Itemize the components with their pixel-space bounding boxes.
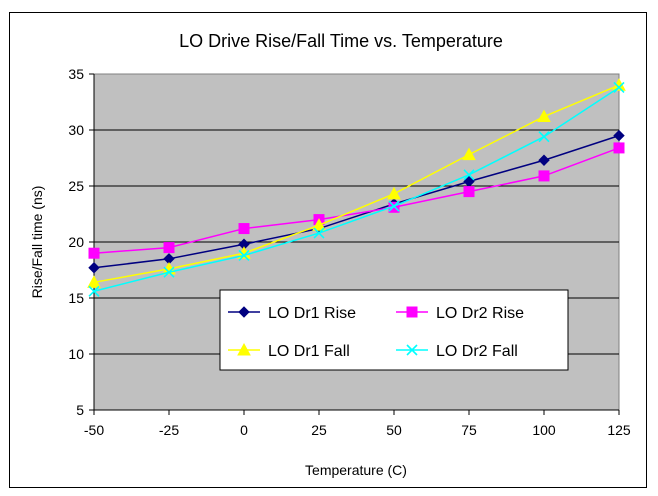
marker-stroke bbox=[313, 227, 325, 239]
marker-stroke bbox=[538, 131, 550, 143]
data-point bbox=[462, 147, 476, 161]
x-tick-label: -25 bbox=[159, 422, 179, 438]
series-line bbox=[93, 147, 620, 254]
y-tick-label: 10 bbox=[68, 346, 84, 362]
data-point bbox=[463, 169, 475, 181]
series-group bbox=[87, 78, 626, 297]
x-tick-label: 50 bbox=[386, 422, 402, 438]
x-axis-label: Temperature (C) bbox=[305, 462, 407, 478]
data-point bbox=[463, 186, 475, 198]
legend: LO Dr1 Rise LO Dr2 Rise LO Dr1 Fall LO Dr2 … bbox=[219, 289, 569, 371]
legend-label: LO Dr2 Fall bbox=[436, 343, 518, 360]
y-tick-label: 5 bbox=[76, 402, 84, 418]
y-tick-label: 35 bbox=[68, 66, 84, 82]
data-point bbox=[537, 109, 551, 123]
legend-label: LO Dr2 Rise bbox=[436, 305, 524, 322]
chart-title: LO Drive Rise/Fall Time vs. Temperature bbox=[179, 31, 503, 51]
legend-entry: LO Dr1 Rise bbox=[228, 305, 356, 322]
legend-label: LO Dr1 Rise bbox=[268, 305, 356, 322]
x-tick-label: -50 bbox=[84, 422, 104, 438]
legend-box bbox=[219, 289, 569, 371]
legend-marker bbox=[238, 306, 250, 318]
data-point bbox=[88, 262, 100, 274]
data-point bbox=[163, 266, 175, 278]
chart-frame bbox=[9, 12, 647, 488]
marker-stroke bbox=[406, 344, 418, 356]
x-tick-label: 100 bbox=[532, 422, 556, 438]
data-point bbox=[538, 170, 550, 182]
data-point bbox=[538, 154, 550, 166]
y-axis-label: Rise/Fall time (ns) bbox=[29, 186, 45, 299]
marker-stroke bbox=[388, 200, 400, 212]
marker-stroke bbox=[238, 249, 250, 262]
data-point bbox=[88, 247, 100, 259]
x-tick-label: 25 bbox=[311, 422, 327, 438]
data-point bbox=[312, 218, 326, 231]
y-tick-label: 15 bbox=[68, 290, 84, 306]
y-tick-label: 30 bbox=[68, 122, 84, 138]
data-point bbox=[388, 200, 400, 212]
series-line bbox=[93, 134, 620, 269]
legend-label: LO Dr1 Fall bbox=[268, 343, 350, 360]
data-point bbox=[313, 227, 325, 239]
data-point bbox=[613, 129, 625, 142]
data-point bbox=[613, 142, 625, 154]
data-point bbox=[238, 249, 250, 262]
legend-entry: LO Dr2 Rise bbox=[396, 305, 524, 322]
series-3 bbox=[87, 78, 626, 288]
data-point bbox=[87, 275, 101, 288]
data-point bbox=[387, 186, 401, 200]
legend-marker bbox=[406, 344, 418, 356]
data-point bbox=[88, 285, 100, 297]
marker-stroke bbox=[88, 285, 100, 297]
tick-labels: 5 10 15 20 25 30 35 -50 -25 0 25 50 75 100 125 bbox=[68, 66, 630, 438]
y-tick-label: 20 bbox=[68, 234, 84, 250]
legend-marker bbox=[237, 342, 251, 356]
marker-stroke bbox=[163, 266, 175, 278]
legend-entry: LO Dr1 Fall bbox=[228, 342, 350, 360]
marker-stroke bbox=[463, 169, 475, 181]
data-point bbox=[238, 223, 250, 235]
data-point bbox=[163, 242, 175, 254]
data-point bbox=[613, 81, 625, 94]
series-line bbox=[93, 86, 620, 293]
axes bbox=[89, 73, 620, 415]
legend-marker bbox=[406, 306, 418, 318]
x-tick-label: 125 bbox=[607, 422, 631, 438]
series-4 bbox=[88, 81, 625, 297]
marker-stroke bbox=[613, 81, 625, 94]
y-tick-label: 25 bbox=[68, 178, 84, 194]
x-tick-label: 75 bbox=[461, 422, 477, 438]
data-point bbox=[538, 131, 550, 143]
series-line bbox=[93, 84, 620, 284]
x-tick-label: 0 bbox=[240, 422, 248, 438]
legend-entry: LO Dr2 Fall bbox=[396, 343, 518, 360]
